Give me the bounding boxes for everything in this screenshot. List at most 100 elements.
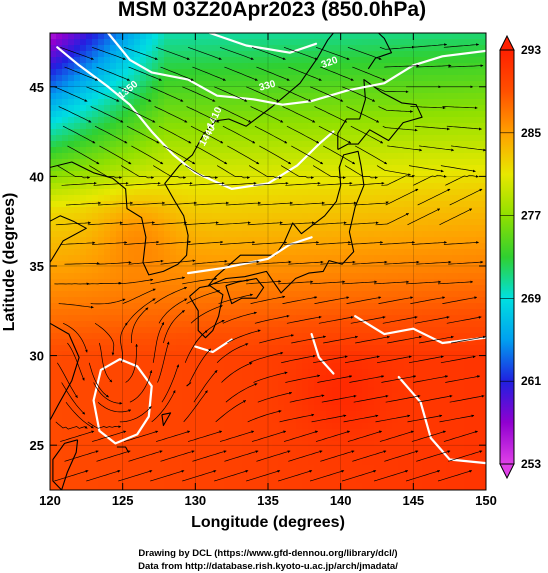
wind-streamline: [129, 370, 153, 403]
x-axis-label: Longitude (degrees): [191, 514, 345, 531]
wind-streamline: [58, 303, 94, 309]
wind-streamline: [64, 450, 99, 462]
wind-streamline: [346, 106, 380, 123]
wind-streamline: [221, 181, 257, 186]
wind-streamline: [57, 165, 90, 180]
wind-streamline: [291, 145, 324, 165]
wind-streamline: [125, 181, 161, 186]
wind-streamline: [317, 375, 353, 383]
wind-streamline: [414, 125, 450, 131]
wind-streamline: [182, 470, 217, 482]
wind-streamline: [414, 316, 450, 324]
wind-streamline: [126, 298, 156, 324]
wind-streamline: [93, 181, 129, 186]
wind-streamline: [417, 394, 453, 403]
wind-streamline: [155, 46, 190, 60]
wind-streamline: [224, 260, 260, 265]
credit-line-2: Data from http://database.rish.kyoto-u.a…: [138, 561, 398, 572]
wind-streamline: [62, 125, 96, 144]
wind-streamline: [188, 240, 224, 245]
wind-streamline: [309, 86, 344, 102]
wind-streamline: [385, 188, 419, 206]
wind-streamline: [126, 125, 160, 144]
wind-streamline: [384, 64, 420, 68]
wind-streamline: [283, 241, 320, 245]
wind-streamline: [216, 165, 250, 180]
wind-streamline: [416, 450, 451, 462]
y-tick-label: 45: [30, 80, 44, 95]
wind-streamline: [150, 276, 186, 285]
wind-streamline: [413, 174, 447, 186]
wind-streamline: [67, 145, 100, 165]
wind-streamline: [353, 394, 389, 403]
wind-streamline: [96, 66, 130, 81]
wind-streamline: [61, 382, 86, 415]
wind-streamline: [195, 145, 228, 165]
wind-streamline: [121, 165, 154, 180]
wind-streamline: [406, 280, 442, 285]
wind-streamline: [257, 201, 293, 206]
wind-streamline: [99, 145, 132, 165]
wind-streamline: [86, 281, 122, 285]
wind-streamline: [248, 165, 282, 180]
wind-streamline: [222, 125, 256, 144]
wind-streamline: [282, 106, 316, 123]
colorbar-tick-label: 293: [521, 43, 541, 57]
wind-streamline: [246, 470, 281, 482]
colorbar-ticks: 253 261 269 277 285 293: [500, 43, 541, 471]
x-tick-label: 120: [39, 493, 61, 508]
wind-streamline: [317, 181, 353, 186]
wind-streamline: [347, 430, 383, 442]
wind-streamline: [376, 165, 411, 176]
wind-streamline: [219, 46, 254, 60]
wind-streamline: [347, 46, 382, 60]
y-tick-label: 40: [30, 169, 44, 184]
wind-streamline: [443, 43, 479, 48]
wind-streamline: [283, 46, 318, 60]
wind-streamline: [344, 355, 380, 364]
wind-streamline: [417, 188, 451, 206]
wind-streamline: [375, 213, 409, 226]
wind-streamline: [192, 259, 228, 265]
wind-streamline: [442, 106, 478, 110]
wind-streamline: [160, 450, 195, 462]
wind-streamline: [410, 296, 446, 304]
wind-streamline: [195, 319, 225, 344]
wind-streamline: [186, 106, 220, 123]
x-tick-label: 130: [184, 493, 206, 508]
wind-streamline: [118, 470, 153, 482]
x-axis-ticks: 120 125 130 135 140 145 150: [39, 33, 497, 508]
wind-streamline: [344, 165, 378, 180]
wind-streamline: [92, 241, 128, 245]
wind-streamline: [440, 355, 476, 364]
wind-streamline: [382, 125, 418, 132]
wind-streamline: [321, 201, 357, 206]
wind-streamline: [128, 450, 163, 462]
wind-streamline: [320, 66, 354, 81]
wind-streamline: [288, 66, 322, 81]
wind-streamline: [311, 414, 347, 423]
wind-streamline: [384, 260, 420, 265]
wind-streamline: [65, 201, 102, 206]
wind-streamline: [65, 401, 94, 429]
wind-streamline: [64, 261, 100, 265]
wind-streamline: [443, 430, 478, 442]
wind-streamline: [342, 470, 377, 482]
x-tick-label: 135: [257, 493, 279, 508]
wind-streamline: [353, 201, 389, 206]
wind-streamline: [86, 86, 120, 102]
wind-streamline: [215, 400, 247, 423]
wind-streamline: [416, 260, 452, 265]
wind-streamline: [279, 221, 315, 226]
wind-streamline: [64, 66, 98, 81]
wind-streamline: [279, 413, 315, 423]
wind-streamline: [247, 410, 282, 423]
wind-streamline: [250, 295, 286, 304]
wind-streamline: [222, 311, 257, 324]
wind-streamline: [440, 165, 476, 173]
wind-streamline: [314, 296, 350, 304]
wind-streamline: [323, 145, 356, 165]
wind-streamline: [382, 316, 418, 324]
wind-streamline: [381, 175, 415, 186]
wind-streamline: [408, 165, 444, 173]
